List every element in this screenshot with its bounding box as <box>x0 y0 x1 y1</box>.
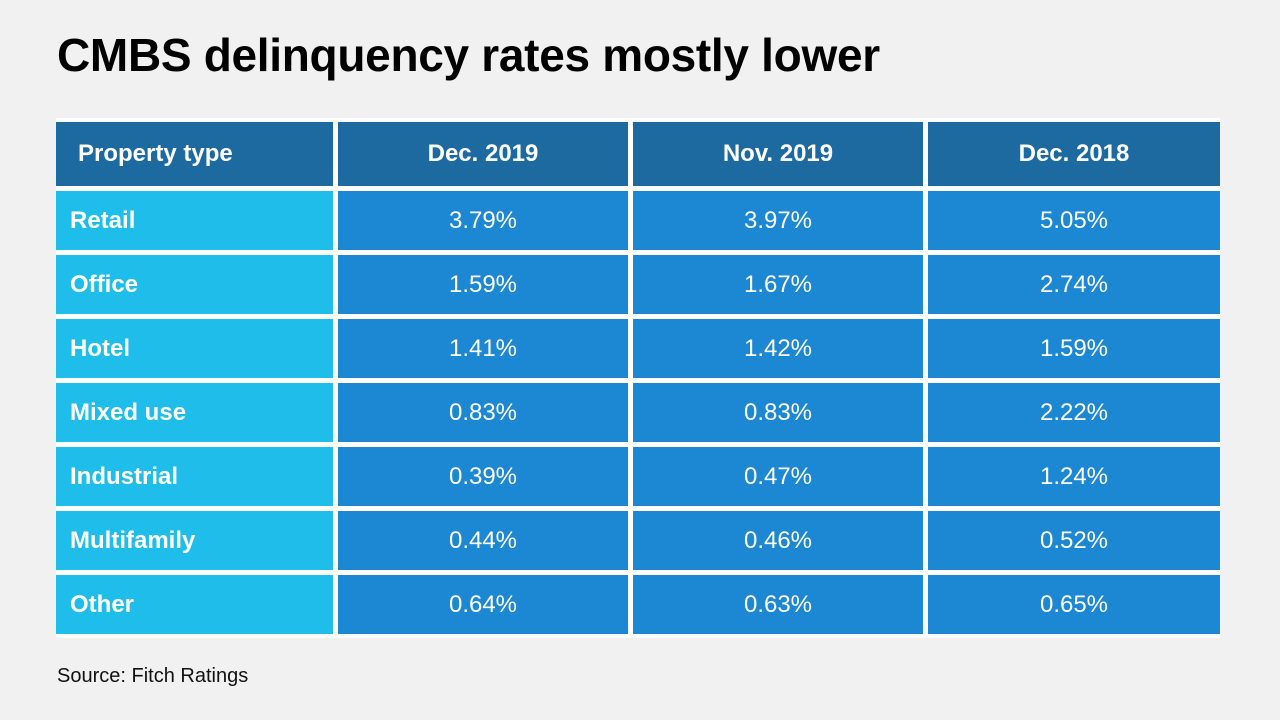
rate-cell: 0.65% <box>928 575 1220 634</box>
rate-cell: 5.05% <box>928 191 1220 250</box>
delinquency-table: Property type Dec. 2019 Nov. 2019 Dec. 2… <box>56 118 1220 638</box>
rate-cell: 1.59% <box>338 255 628 314</box>
table-row: Retail 3.79% 3.97% 5.05% <box>56 191 1220 250</box>
rate-cell: 1.59% <box>928 319 1220 378</box>
source-note: Source: Fitch Ratings <box>57 665 249 687</box>
rate-cell: 0.83% <box>633 383 923 442</box>
table-row: Other 0.64% 0.63% 0.65% <box>56 575 1220 634</box>
chart-title: CMBS delinquency rates mostly lower <box>57 29 880 81</box>
rate-cell: 0.64% <box>338 575 628 634</box>
property-type-cell: Multifamily <box>56 511 333 570</box>
table-header-row: Property type Dec. 2019 Nov. 2019 Dec. 2… <box>56 122 1220 186</box>
column-header-dec-2019: Dec. 2019 <box>338 122 628 186</box>
table-row: Multifamily 0.44% 0.46% 0.52% <box>56 511 1220 570</box>
table-body: Retail 3.79% 3.97% 5.05% Office 1.59% 1.67% 2.7… <box>56 191 1220 634</box>
rate-cell: 0.39% <box>338 447 628 506</box>
rate-cell: 2.22% <box>928 383 1220 442</box>
rate-cell: 1.42% <box>633 319 923 378</box>
table-row: Mixed use 0.83% 0.83% 2.22% <box>56 383 1220 442</box>
rate-cell: 3.97% <box>633 191 923 250</box>
rate-cell: 3.79% <box>338 191 628 250</box>
rate-cell: 0.63% <box>633 575 923 634</box>
rate-cell: 0.83% <box>338 383 628 442</box>
property-type-cell: Mixed use <box>56 383 333 442</box>
column-header-property-type: Property type <box>56 122 333 186</box>
table-row: Office 1.59% 1.67% 2.74% <box>56 255 1220 314</box>
table-row: Industrial 0.39% 0.47% 1.24% <box>56 447 1220 506</box>
rate-cell: 0.46% <box>633 511 923 570</box>
rate-cell: 0.52% <box>928 511 1220 570</box>
column-header-nov-2019: Nov. 2019 <box>633 122 923 186</box>
property-type-cell: Other <box>56 575 333 634</box>
column-header-dec-2018: Dec. 2018 <box>928 122 1220 186</box>
rate-cell: 0.47% <box>633 447 923 506</box>
property-type-cell: Retail <box>56 191 333 250</box>
property-type-cell: Hotel <box>56 319 333 378</box>
property-type-cell: Industrial <box>56 447 333 506</box>
property-type-cell: Office <box>56 255 333 314</box>
rate-cell: 0.44% <box>338 511 628 570</box>
rate-cell: 1.24% <box>928 447 1220 506</box>
rate-cell: 1.41% <box>338 319 628 378</box>
rate-cell: 1.67% <box>633 255 923 314</box>
table-row: Hotel 1.41% 1.42% 1.59% <box>56 319 1220 378</box>
rate-cell: 2.74% <box>928 255 1220 314</box>
